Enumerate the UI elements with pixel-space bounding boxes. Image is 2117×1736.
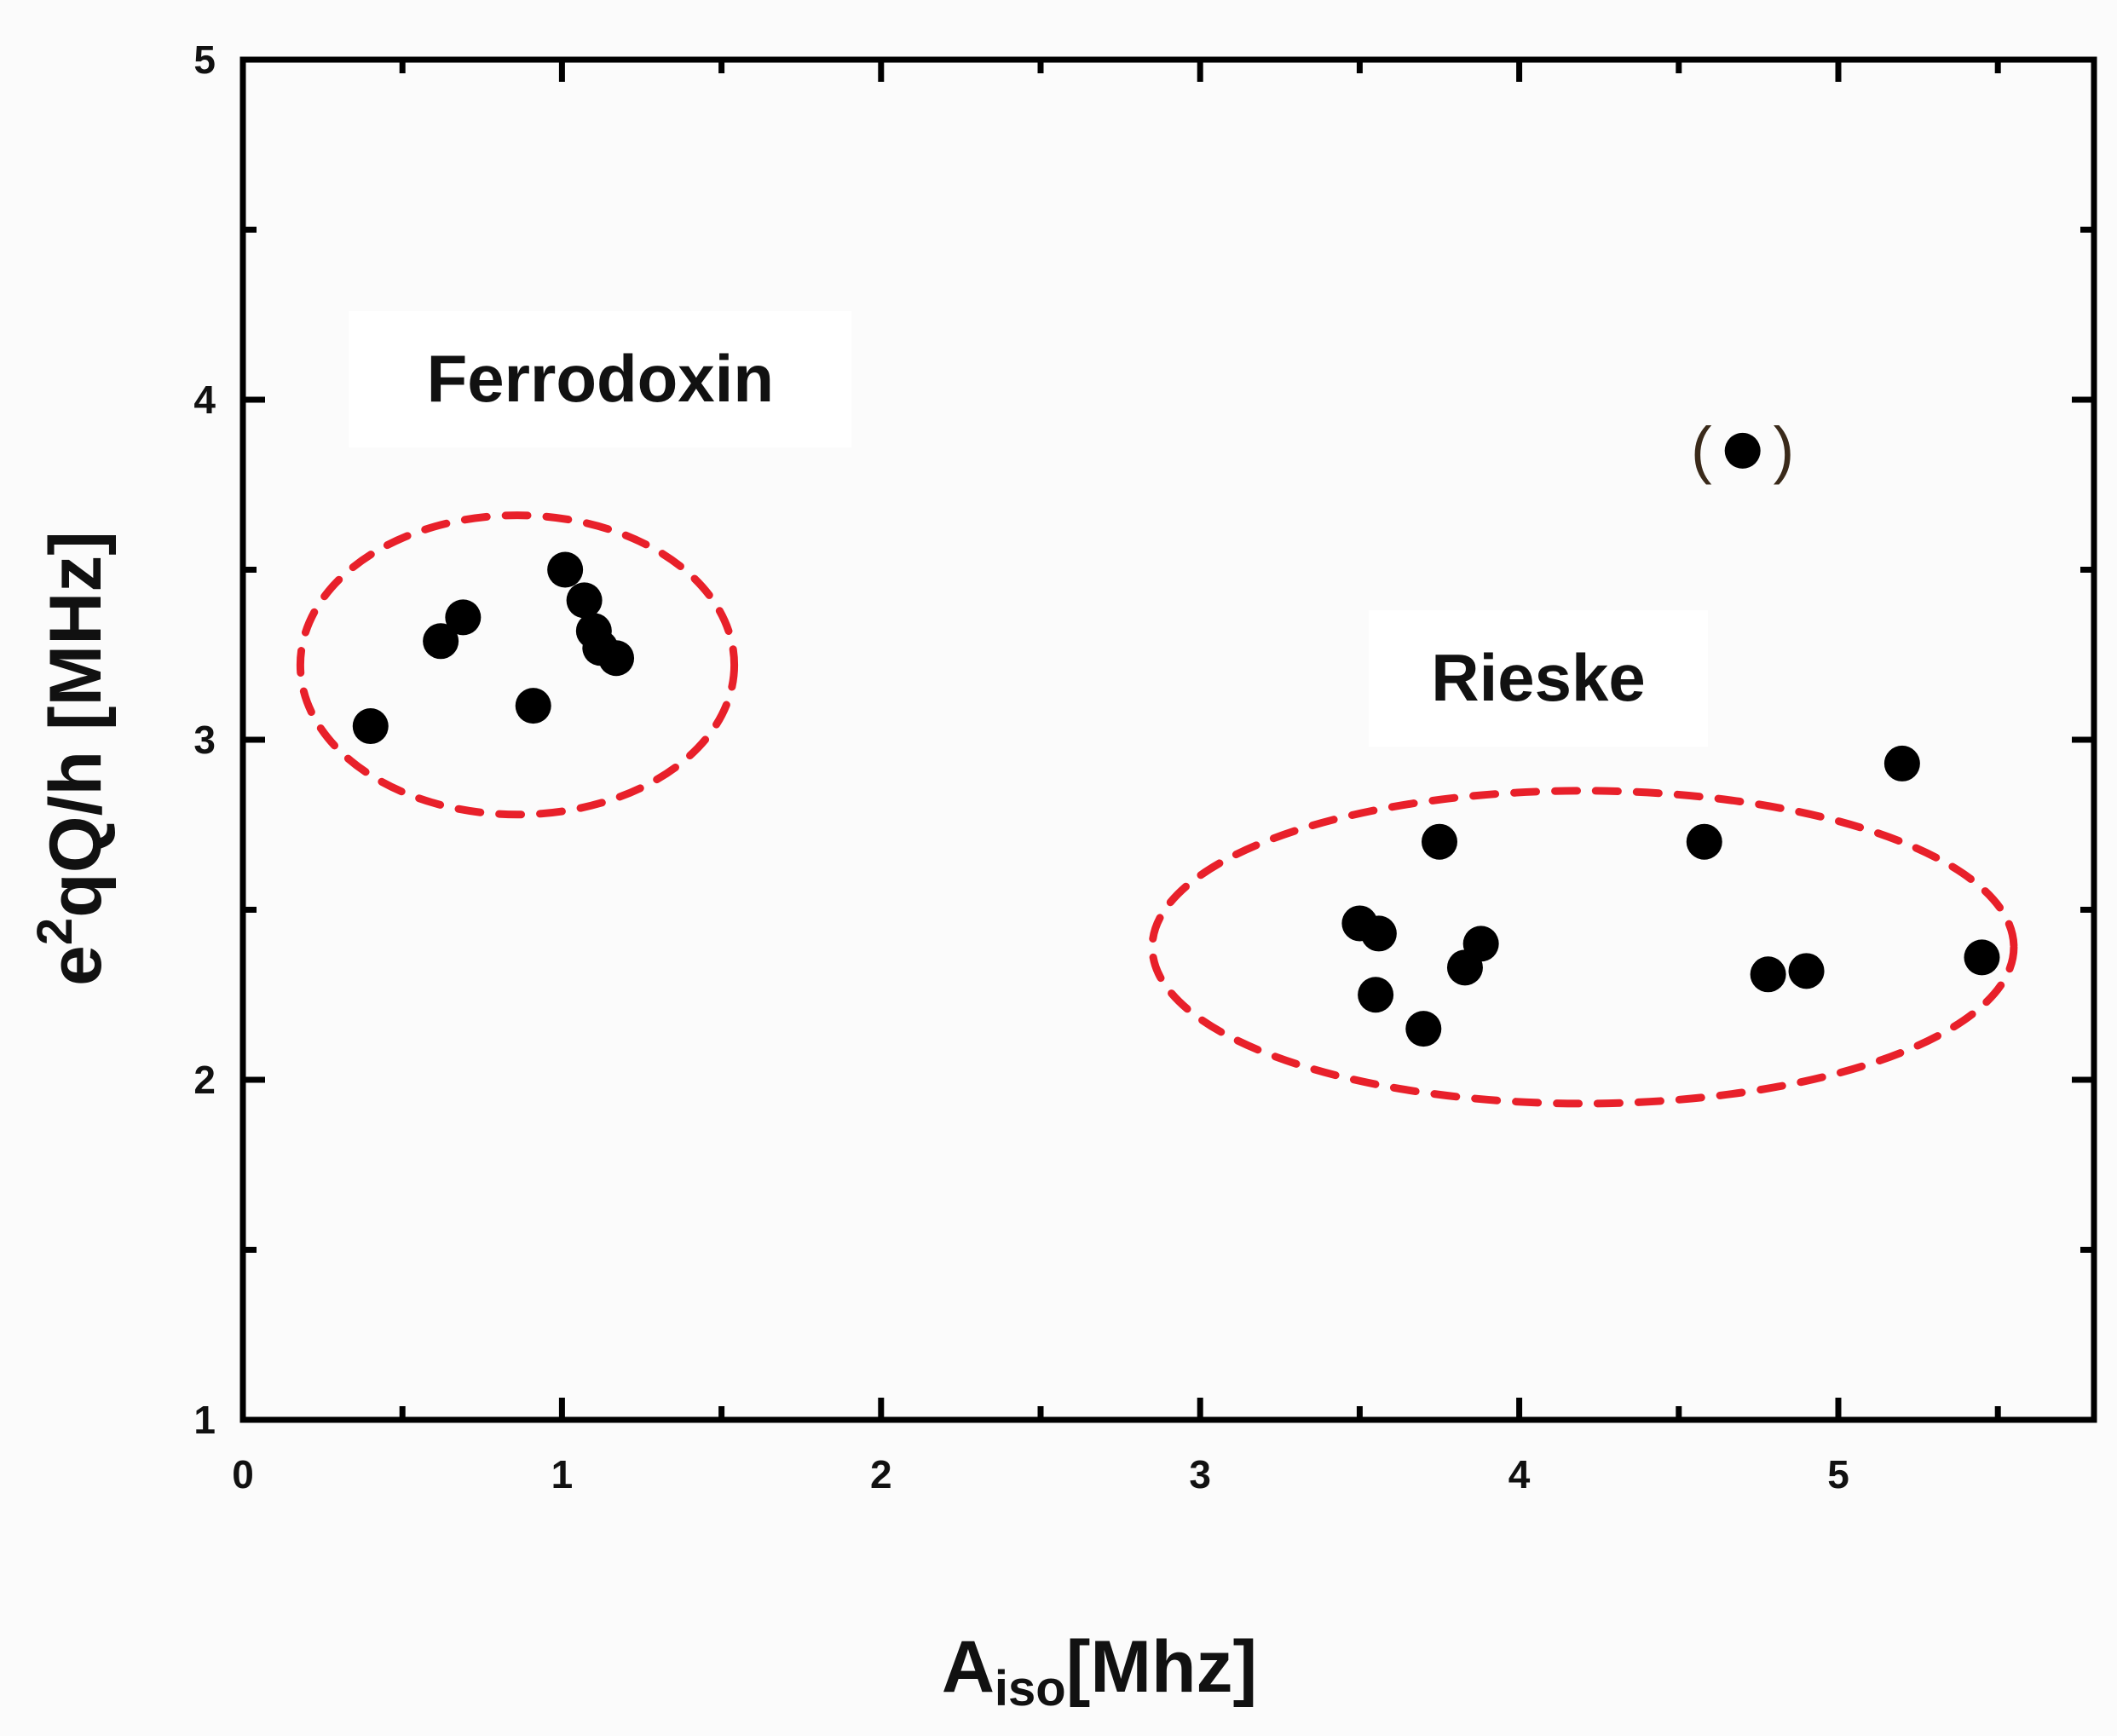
data-point	[1462, 926, 1499, 962]
data-point	[1964, 939, 2000, 976]
annotation-label: Rieske	[1431, 640, 1646, 715]
annotation-label: Ferrodoxin	[427, 341, 774, 416]
data-point	[1750, 956, 1786, 993]
data-point	[1422, 823, 1457, 860]
region-ellipse-rieske	[1148, 787, 2018, 1108]
region-ellipse-ferrodoxin	[296, 511, 739, 819]
x-axis-title-main: A	[942, 1626, 995, 1708]
data-point	[1360, 915, 1397, 952]
annotations: Ferrodoxin Rieske	[349, 311, 1709, 747]
bracketed-data-point	[1724, 432, 1761, 469]
data-point	[1883, 745, 1920, 781]
y-tick-label: 4	[193, 378, 216, 422]
data-point	[1686, 823, 1722, 860]
plot-frame	[239, 56, 2097, 1423]
open-paren: (	[1691, 414, 1712, 485]
data-points	[352, 551, 2000, 1047]
y-axis-title-rest: qQ/h [MHz]	[35, 531, 117, 918]
annotation-box	[349, 311, 852, 448]
data-point	[1405, 1011, 1442, 1047]
y-tick-labels: 1 2 3 4 5	[193, 37, 216, 1442]
x-axis-title-sub: iso	[995, 1661, 1066, 1716]
close-paren: )	[1774, 414, 1795, 485]
y-tick-label: 2	[193, 1058, 216, 1102]
y-axis-title: e2qQ/h [MHz]	[27, 531, 117, 986]
x-tick-label: 0	[232, 1452, 254, 1497]
x-tick-label: 4	[1508, 1452, 1531, 1497]
cluster-regions	[296, 511, 2018, 1108]
x-axis-title-rest: [Mhz]	[1066, 1626, 1257, 1708]
data-point	[598, 640, 635, 677]
annotation-box	[1369, 610, 1709, 747]
data-point	[1358, 977, 1394, 1013]
data-point	[1788, 953, 1825, 989]
data-point	[547, 551, 584, 588]
y-axis-title-pre: e	[35, 945, 117, 986]
y-tick-label: 1	[193, 1398, 216, 1442]
data-point	[423, 623, 459, 660]
x-tick-label: 2	[870, 1452, 892, 1497]
data-point	[352, 708, 389, 745]
x-tick-labels: 0 1 2 3 4 5	[232, 1452, 1849, 1497]
data-point	[445, 599, 482, 636]
bracketed-point: ()	[1691, 414, 1794, 485]
x-tick-label: 3	[1189, 1452, 1211, 1497]
y-tick-label: 3	[193, 718, 216, 762]
y-axis-title-sup: 2	[27, 918, 83, 945]
x-axis-title: Aiso[Mhz]	[942, 1626, 1257, 1716]
axis-ticks	[239, 56, 2094, 1423]
data-point	[515, 688, 551, 724]
y-tick-label: 5	[193, 37, 216, 82]
data-point	[566, 582, 603, 619]
x-tick-label: 1	[551, 1452, 574, 1497]
x-tick-label: 5	[1827, 1452, 1849, 1497]
